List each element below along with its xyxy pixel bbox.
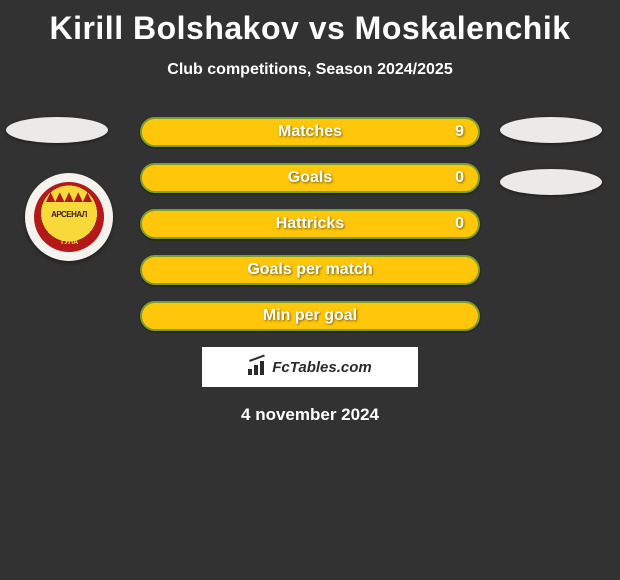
- badge-text-top: АРСЕНАЛ: [34, 210, 104, 219]
- page-title: Kirill Bolshakov vs Moskalenchik: [0, 0, 620, 47]
- season-subtitle: Club competitions, Season 2024/2025: [0, 61, 620, 79]
- right-player-placeholder-1: [500, 117, 602, 143]
- date-label: 4 november 2024: [0, 405, 620, 425]
- stat-label: Goals per match: [247, 261, 372, 279]
- stats-bars: Matches 9 Goals 0 Hattricks 0 Goals per …: [140, 117, 480, 331]
- right-player-placeholder-2: [500, 169, 602, 195]
- content-area: АРСЕНАЛ ТУЛА Matches 9 Goals 0 Hattricks…: [0, 117, 620, 425]
- stat-label: Matches: [278, 123, 342, 141]
- stat-bar-min-per-goal: Min per goal: [140, 301, 480, 331]
- stat-label: Min per goal: [263, 307, 357, 325]
- attribution-text: FcTables.com: [272, 359, 371, 376]
- stat-bar-matches: Matches 9: [140, 117, 480, 147]
- club-badge-inner: АРСЕНАЛ ТУЛА: [34, 182, 104, 252]
- stat-label: Hattricks: [276, 215, 344, 233]
- bar-chart-icon: [248, 359, 268, 375]
- stat-label: Goals: [288, 169, 332, 187]
- stat-bar-goals-per-match: Goals per match: [140, 255, 480, 285]
- badge-text-bottom: ТУЛА: [34, 239, 104, 246]
- stat-bar-goals: Goals 0: [140, 163, 480, 193]
- left-player-placeholder: [6, 117, 108, 143]
- stat-value: 0: [455, 169, 464, 187]
- stat-bar-hattricks: Hattricks 0: [140, 209, 480, 239]
- attribution-box[interactable]: FcTables.com: [202, 347, 418, 387]
- stat-value: 9: [455, 123, 464, 141]
- club-badge: АРСЕНАЛ ТУЛА: [25, 173, 113, 261]
- stat-value: 0: [455, 215, 464, 233]
